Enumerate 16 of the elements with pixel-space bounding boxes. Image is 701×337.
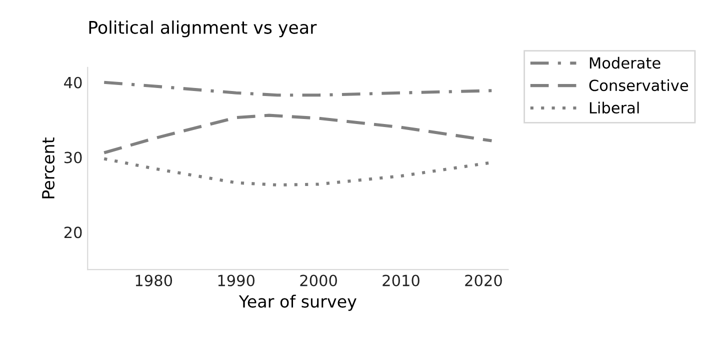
y-axis-title: Percent — [42, 138, 55, 198]
x-tick-label: 1990 — [218, 274, 254, 286]
x-tick-label: 2010 — [382, 274, 420, 286]
legend-label: Liberal — [590, 102, 639, 114]
x-tick-label: 2020 — [465, 274, 502, 286]
y-tick-label: 20 — [64, 226, 82, 238]
line-series — [102, 114, 494, 154]
y-tick-label: 40 — [64, 76, 82, 88]
chart-title: Political alignment vs year — [89, 20, 317, 38]
x-tick-label: 1980 — [136, 274, 172, 286]
x-axis-title: Year of survey — [238, 294, 356, 311]
line-series — [102, 80, 494, 97]
legend-label: Moderate — [590, 56, 660, 69]
y-tick-label: 30 — [64, 152, 82, 164]
x-tick-label: 2000 — [300, 274, 337, 286]
legend-label: Conservative — [589, 79, 688, 92]
